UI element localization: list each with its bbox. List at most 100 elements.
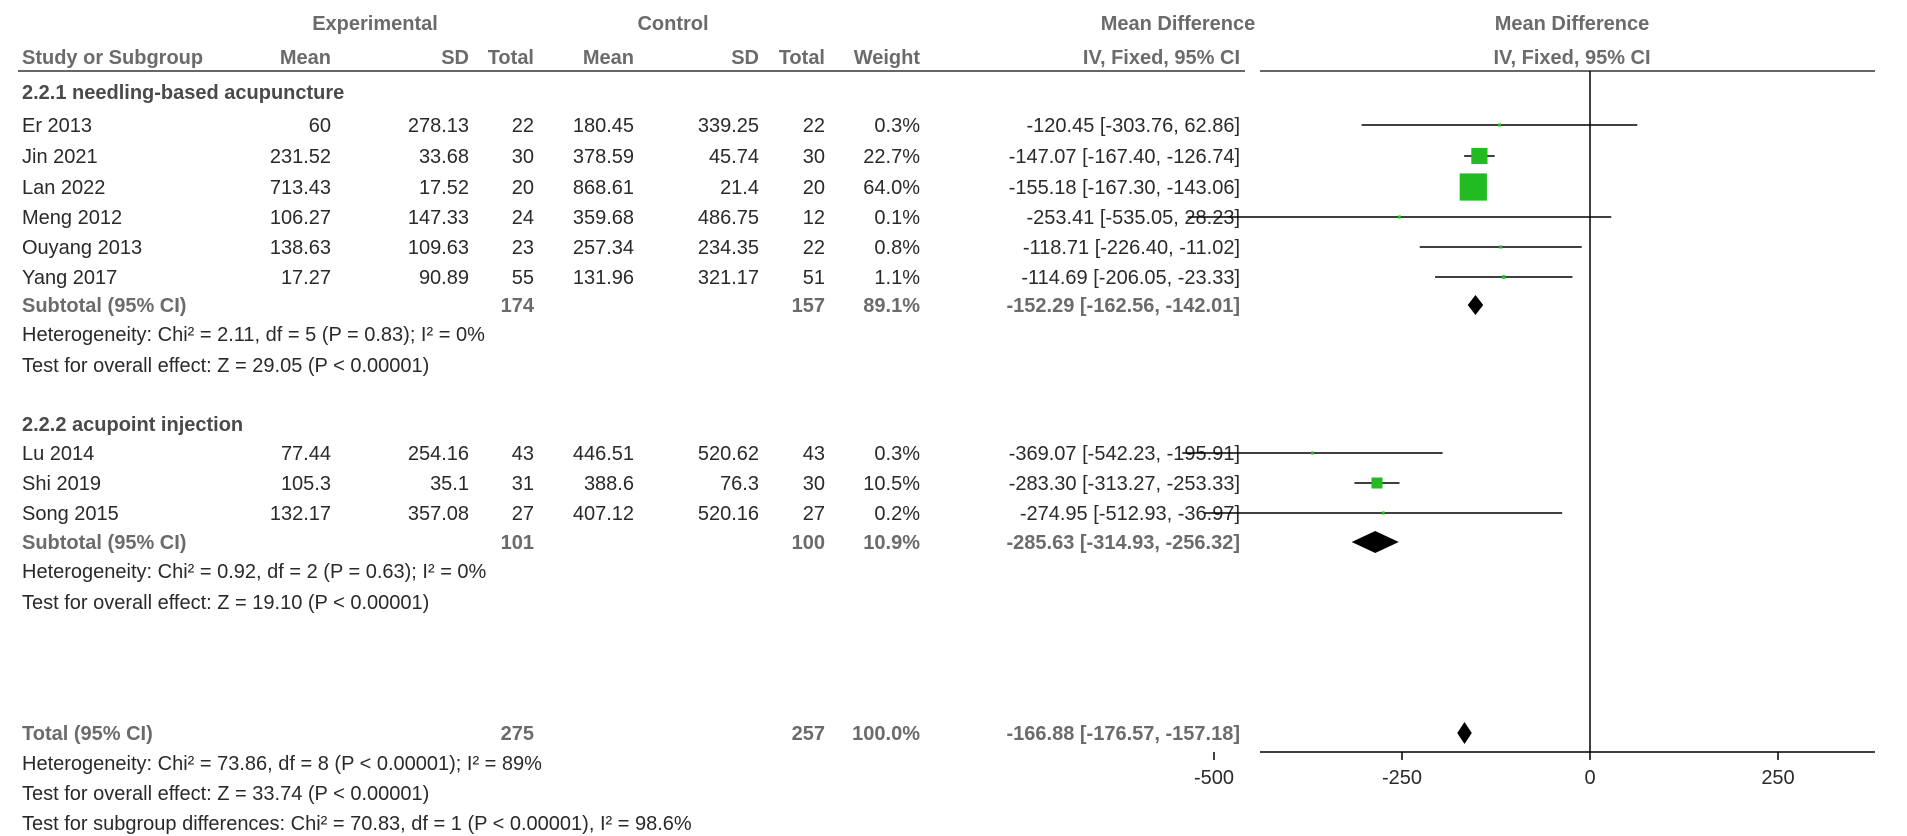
study-ctl-total: 43 xyxy=(803,443,825,465)
col-exp-sd: SD xyxy=(441,47,469,69)
heterogeneity-text: Heterogeneity: Chi² = 0.92, df = 2 (P = … xyxy=(22,561,487,583)
study-marker xyxy=(1499,245,1503,249)
study-exp-mean: 106.27 xyxy=(270,207,331,229)
study-exp-total: 30 xyxy=(512,146,534,168)
study-exp-mean: 77.44 xyxy=(281,443,331,465)
subtotal-label: Subtotal (95% CI) xyxy=(22,532,186,554)
study-ctl-mean: 131.96 xyxy=(573,267,634,289)
study-exp-sd: 147.33 xyxy=(408,207,469,229)
study-ctl-sd: 76.3 xyxy=(720,473,759,495)
col-exp-total: Total xyxy=(488,47,534,69)
overall-effect-text: Test for overall effect: Z = 19.10 (P < … xyxy=(22,592,429,614)
header-experimental: Experimental xyxy=(312,13,438,35)
subtotal-weight: 89.1% xyxy=(863,295,920,317)
header-mean-difference: Mean Difference xyxy=(1101,13,1256,35)
study-exp-sd: 278.13 xyxy=(408,115,469,137)
study-ctl-total: 30 xyxy=(803,473,825,495)
col-ctl-sd: SD xyxy=(731,47,759,69)
axis-tick-label: -250 xyxy=(1382,767,1422,789)
subtotal-ctl-total: 100 xyxy=(792,532,825,554)
total-overall-effect-text: Test for overall effect: Z = 33.74 (P < … xyxy=(22,783,429,805)
study-ctl-total: 51 xyxy=(803,267,825,289)
study-ctl-mean: 446.51 xyxy=(573,443,634,465)
col-study: Study or Subgroup xyxy=(22,47,203,69)
overall-effect-text: Test for overall effect: Z = 29.05 (P < … xyxy=(22,355,429,377)
study-ctl-sd: 234.35 xyxy=(698,237,759,259)
study-ctl-mean: 180.45 xyxy=(573,115,634,137)
axis-tick-label: -500 xyxy=(1194,767,1234,789)
study-exp-total: 31 xyxy=(512,473,534,495)
header-control: Control xyxy=(637,13,708,35)
study-name: Song 2015 xyxy=(22,503,119,525)
study-exp-total: 55 xyxy=(512,267,534,289)
study-ctl-mean: 257.34 xyxy=(573,237,634,259)
study-weight: 22.7% xyxy=(863,146,920,168)
group-title: 2.2.1 needling-based acupuncture xyxy=(22,82,344,104)
study-ci: -120.45 [-303.76, 62.86] xyxy=(1027,115,1241,137)
study-weight: 0.2% xyxy=(874,503,920,525)
heterogeneity-text: Heterogeneity: Chi² = 2.11, df = 5 (P = … xyxy=(22,324,485,346)
study-ctl-mean: 407.12 xyxy=(573,503,634,525)
study-weight: 0.3% xyxy=(874,115,920,137)
subtotal-exp-total: 174 xyxy=(501,295,535,317)
plot-marks xyxy=(1182,123,1638,744)
study-marker xyxy=(1471,147,1488,165)
header-plot-title: Mean Difference xyxy=(1495,13,1650,35)
subtotal-ci: -152.29 [-162.56, -142.01] xyxy=(1007,295,1241,317)
total-weight: 100.0% xyxy=(852,723,920,745)
study-exp-total: 23 xyxy=(512,237,534,259)
study-weight: 64.0% xyxy=(863,177,920,199)
study-ctl-total: 12 xyxy=(803,207,825,229)
axis-tick-label: 250 xyxy=(1761,767,1794,789)
study-name: Yang 2017 xyxy=(22,267,117,289)
study-exp-total: 20 xyxy=(512,177,534,199)
study-exp-sd: 90.89 xyxy=(419,267,469,289)
col-weight: Weight xyxy=(854,47,921,69)
study-ctl-mean: 868.61 xyxy=(573,177,634,199)
study-marker xyxy=(1397,215,1401,219)
study-ctl-sd: 520.62 xyxy=(698,443,759,465)
study-name: Shi 2019 xyxy=(22,473,101,495)
subtotal-ci: -285.63 [-314.93, -256.32] xyxy=(1007,532,1241,554)
col-plot-method: IV, Fixed, 95% CI xyxy=(1493,47,1650,69)
study-ctl-total: 22 xyxy=(803,115,825,137)
subtotal-diamond xyxy=(1467,295,1484,315)
subtotal-exp-total: 101 xyxy=(501,532,534,554)
study-ctl-mean: 359.68 xyxy=(573,207,634,229)
group-title: 2.2.2 acupoint injection xyxy=(22,414,243,436)
study-ctl-mean: 378.59 xyxy=(573,146,634,168)
subtotal-diamond xyxy=(1351,531,1399,553)
total-diamond xyxy=(1457,722,1472,744)
study-marker xyxy=(1371,477,1383,489)
study-name: Lan 2022 xyxy=(22,177,105,199)
study-weight: 0.3% xyxy=(874,443,920,465)
subtotal-ctl-total: 157 xyxy=(792,295,825,317)
col-method: IV, Fixed, 95% CI xyxy=(1083,47,1240,69)
study-ctl-sd: 520.16 xyxy=(698,503,759,525)
study-exp-sd: 254.16 xyxy=(408,443,469,465)
total-ctl-total: 257 xyxy=(792,723,825,745)
study-exp-mean: 713.43 xyxy=(270,177,331,199)
study-ci: -114.69 [-206.05, -23.33] xyxy=(1021,267,1240,289)
study-exp-mean: 105.3 xyxy=(281,473,331,495)
study-exp-mean: 138.63 xyxy=(270,237,331,259)
col-ctl-mean: Mean xyxy=(583,47,634,69)
study-exp-mean: 60 xyxy=(309,115,331,137)
col-exp-mean: Mean xyxy=(280,47,331,69)
study-name: Jin 2021 xyxy=(22,146,98,168)
study-ctl-sd: 45.74 xyxy=(709,146,759,168)
study-exp-total: 27 xyxy=(512,503,534,525)
study-exp-sd: 17.52 xyxy=(419,177,469,199)
study-ci: -155.18 [-167.30, -143.06] xyxy=(1009,177,1240,199)
table-rows: 2.2.1 needling-based acupuncture Er 2013 6… xyxy=(22,82,1240,835)
study-ctl-total: 22 xyxy=(803,237,825,259)
study-marker xyxy=(1310,451,1314,455)
study-ci: -369.07 [-542.23, -195.91] xyxy=(1009,443,1240,465)
axis-ticks: -500-2500250500 xyxy=(1194,752,1795,789)
study-ctl-mean: 388.6 xyxy=(584,473,634,495)
study-name: Meng 2012 xyxy=(22,207,122,229)
study-ctl-sd: 486.75 xyxy=(698,207,759,229)
study-ctl-sd: 339.25 xyxy=(698,115,759,137)
subtotal-label: Subtotal (95% CI) xyxy=(22,295,186,317)
study-ctl-sd: 321.17 xyxy=(698,267,759,289)
